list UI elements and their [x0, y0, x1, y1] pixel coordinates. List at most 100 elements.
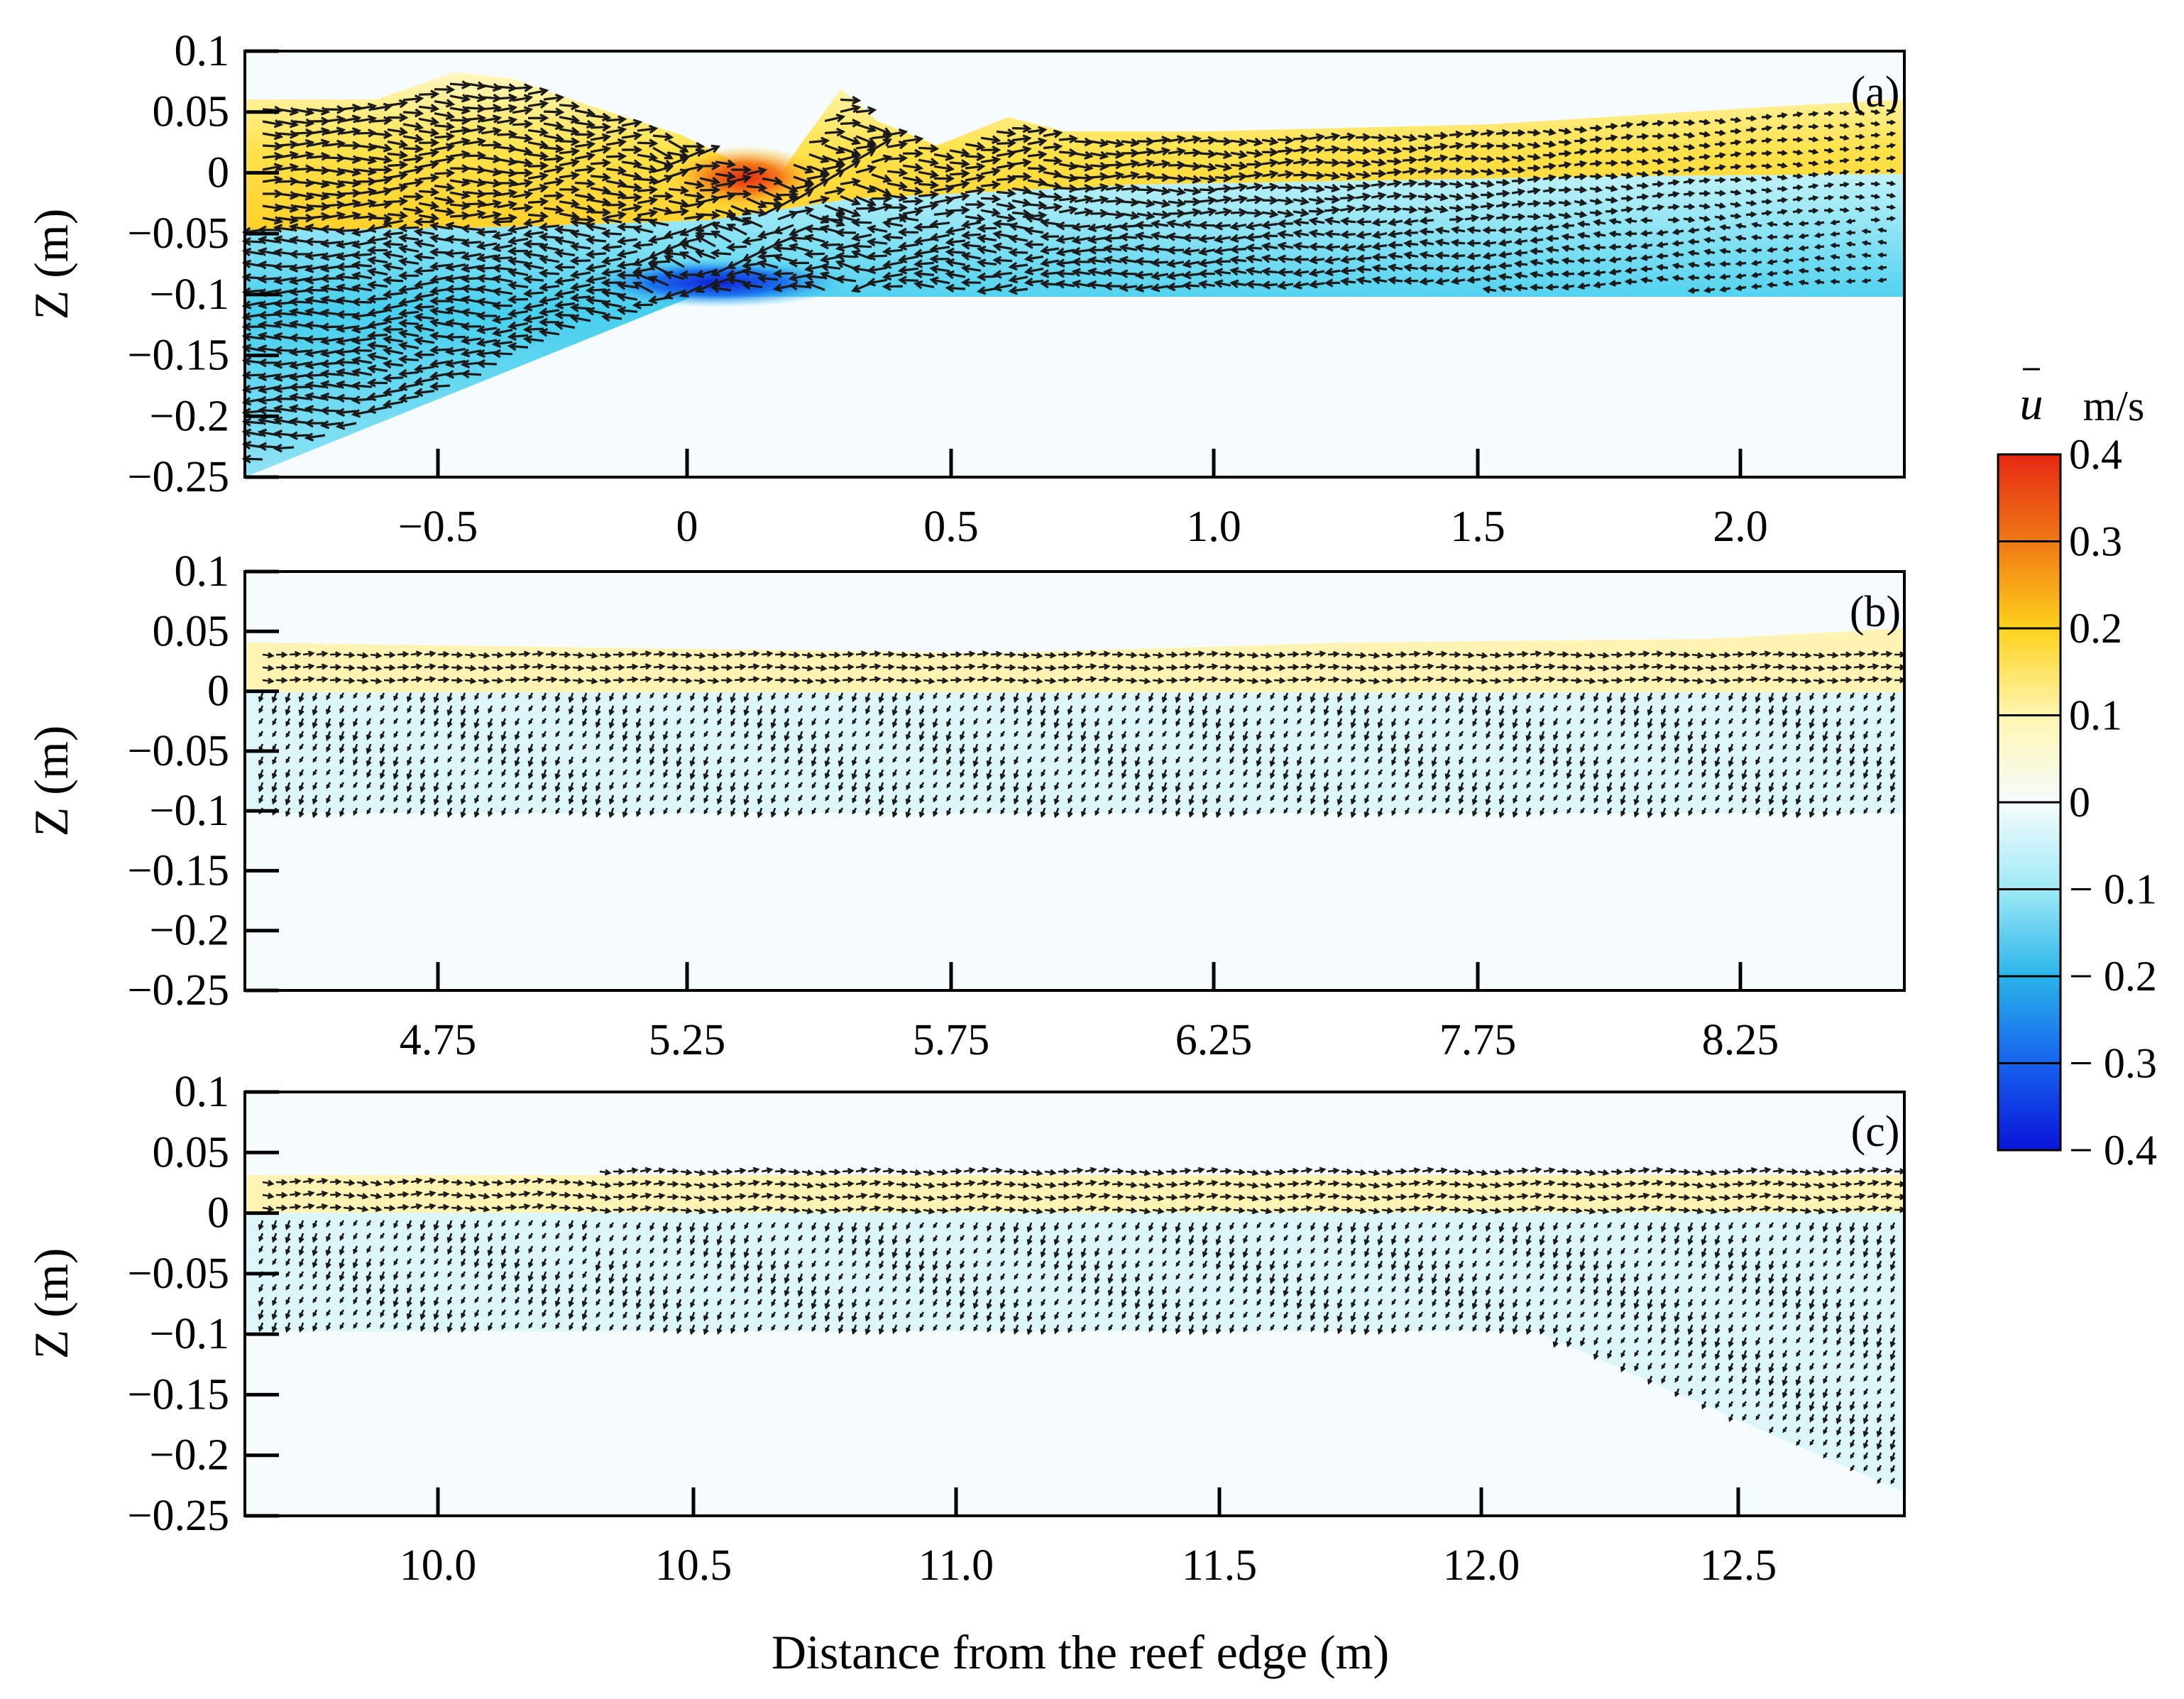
- velocity-vector: [1004, 664, 1016, 671]
- velocity-vector: [865, 794, 871, 805]
- velocity-vector: [527, 769, 534, 780]
- velocity-vector: [293, 118, 315, 128]
- velocity-vector: [1148, 769, 1154, 780]
- velocity-vector: [936, 652, 949, 659]
- velocity-vector: [460, 794, 466, 805]
- velocity-vector: [402, 144, 424, 153]
- velocity-vector: [811, 705, 817, 712]
- velocity-vector: [1466, 226, 1481, 234]
- velocity-vector: [1027, 743, 1033, 750]
- velocity-vector: [437, 650, 450, 658]
- velocity-vector: [299, 743, 304, 750]
- velocity-vector: [1391, 794, 1397, 802]
- velocity-vector: [1270, 794, 1275, 802]
- velocity-vector: [757, 259, 779, 269]
- velocity-vector: [1471, 782, 1478, 793]
- velocity-vector: [569, 705, 574, 715]
- velocity-vector: [543, 191, 565, 200]
- velocity-vector: [429, 247, 451, 257]
- velocity-vector: [1667, 156, 1680, 164]
- velocity-vector: [1813, 244, 1825, 250]
- velocity-vector: [1489, 665, 1502, 672]
- velocity-vector: [1387, 229, 1403, 239]
- velocity-vector: [554, 769, 561, 780]
- velocity-vector: [1202, 705, 1208, 716]
- velocity-vector: [543, 144, 565, 153]
- velocity-vector: [1214, 150, 1233, 160]
- velocity-vector: [1608, 280, 1622, 288]
- velocity-vector: [929, 254, 950, 264]
- velocity-vector: [1636, 146, 1650, 153]
- velocity-vector: [1620, 133, 1634, 141]
- velocity-vector: [647, 275, 669, 287]
- velocity-vector: [532, 676, 544, 683]
- velocity-vector: [1355, 133, 1372, 142]
- velocity-vector: [1371, 133, 1387, 143]
- velocity-vector: [1529, 236, 1544, 244]
- velocity-vector: [1270, 692, 1275, 700]
- velocity-vector: [366, 246, 388, 255]
- velocity-vector: [1293, 268, 1310, 278]
- velocity-vector: [518, 676, 531, 683]
- velocity-vector: [1323, 794, 1329, 806]
- velocity-vector: [622, 705, 628, 716]
- velocity-vector: [1624, 230, 1637, 237]
- velocity-vector: [1418, 718, 1424, 726]
- velocity-vector: [1672, 239, 1684, 247]
- velocity-vector: [838, 731, 844, 738]
- velocity-vector: [710, 221, 732, 231]
- velocity-vector: [1324, 171, 1341, 180]
- velocity-vector: [402, 133, 424, 143]
- velocity-vector: [515, 794, 520, 802]
- velocity-vector: [1870, 217, 1881, 223]
- velocity-vector: [420, 743, 426, 750]
- velocity-vector: [554, 300, 576, 310]
- velocity-vector: [896, 664, 909, 671]
- velocity-vector: [351, 368, 373, 377]
- velocity-vector: [689, 769, 696, 780]
- velocity-vector: [798, 692, 803, 699]
- velocity-vector: [339, 769, 345, 776]
- velocity-vector: [1213, 268, 1231, 277]
- velocity-vector: [647, 218, 669, 227]
- velocity-vector: [555, 718, 561, 725]
- velocity-vector: [288, 223, 310, 232]
- velocity-vector: [1558, 199, 1572, 207]
- velocity-vector: [590, 145, 612, 154]
- velocity-vector: [1761, 198, 1773, 205]
- velocity-vector: [1761, 163, 1773, 170]
- velocity-vector: [387, 197, 409, 206]
- velocity-vector: [582, 718, 588, 727]
- velocity-vector: [1310, 794, 1316, 805]
- velocity-vector: [1589, 136, 1603, 143]
- velocity-vector: [1363, 731, 1370, 741]
- velocity-vector: [449, 190, 471, 200]
- velocity-vector: [710, 248, 732, 258]
- velocity-vector: [1513, 271, 1528, 280]
- velocity-vector: [649, 731, 655, 742]
- velocity-vector: [784, 782, 790, 789]
- velocity-vector: [1403, 217, 1419, 226]
- velocity-vector: [1214, 162, 1233, 172]
- velocity-vector: [741, 236, 763, 246]
- velocity-vector: [1356, 254, 1372, 263]
- velocity-vector: [905, 807, 911, 819]
- velocity-vector: [1296, 692, 1302, 703]
- velocity-vector: [1308, 229, 1325, 239]
- panel-b-label: (b): [1850, 588, 1901, 636]
- velocity-vector: [869, 676, 882, 683]
- velocity-vector: [1378, 692, 1383, 700]
- velocity-vector: [1293, 196, 1310, 206]
- velocity-vector: [1405, 782, 1410, 790]
- velocity-vector: [1730, 139, 1742, 146]
- velocity-vector: [1256, 807, 1262, 815]
- velocity-vector: [1199, 149, 1217, 159]
- velocity-vector: [512, 203, 534, 213]
- velocity-vector: [505, 651, 517, 658]
- velocity-vector: [1808, 111, 1819, 117]
- velocity-vector: [1041, 769, 1046, 777]
- velocity-vector: [356, 187, 378, 197]
- velocity-vector: [1886, 180, 1897, 187]
- velocity-vector: [960, 807, 965, 815]
- panel-b-ylabel: Z (m): [24, 726, 78, 837]
